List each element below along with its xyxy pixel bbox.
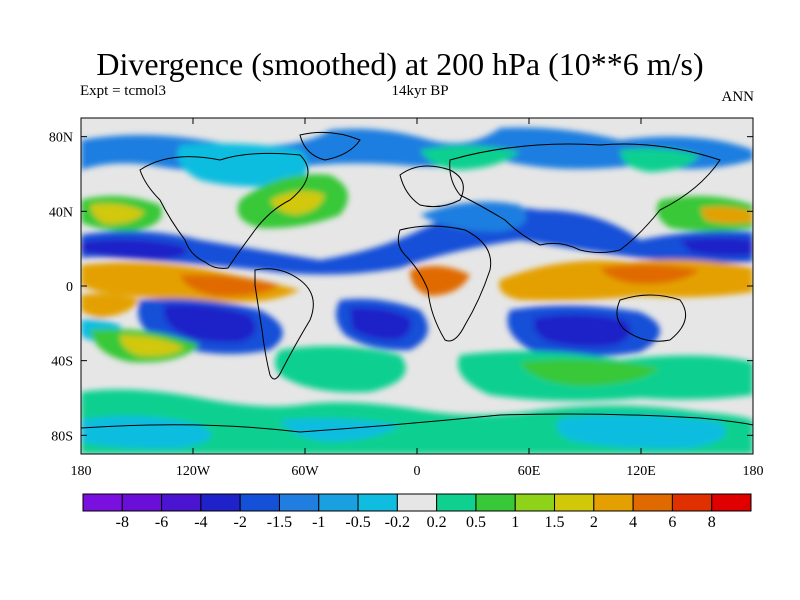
colorbar-swatch (357, 493, 398, 512)
colorbar-label: 4 (629, 514, 638, 531)
colorbar (82, 493, 752, 512)
lat-tick-label: 40S (51, 355, 73, 370)
colorbar-swatch (318, 493, 359, 512)
lon-tick-label: 180 (71, 464, 92, 479)
colorbar-swatch (436, 493, 477, 512)
colorbar-swatch (239, 493, 280, 512)
colorbar-swatch (593, 493, 634, 512)
colorbar-label: -0.2 (384, 514, 410, 531)
lat-tick-label: 40N (49, 205, 73, 220)
lon-tick-label: 60W (291, 464, 319, 479)
colorbar-swatch (554, 493, 595, 512)
colorbar-label: 0.2 (426, 514, 447, 531)
colorbar-label: -1.5 (266, 514, 293, 531)
colorbar-swatch (632, 493, 673, 512)
colorbar-swatch (278, 493, 320, 512)
colorbar-label: 1.5 (544, 514, 565, 531)
colorbar-label: 8 (707, 514, 716, 531)
lat-tick-label: 80N (49, 131, 73, 146)
colorbar-label: -2 (233, 514, 247, 531)
colorbar-label: 1 (511, 514, 520, 531)
colorbar-label: 0.5 (465, 514, 486, 531)
coastlines (81, 131, 753, 433)
colorbar-swatch (82, 493, 123, 512)
colorbar-label: -8 (115, 514, 129, 531)
lon-tick-label: 60E (518, 464, 541, 479)
colorbar-label: 2 (589, 514, 598, 531)
season-label: ANN (721, 89, 755, 105)
experiment-label: Expt = tcmol3 (80, 83, 166, 99)
colorbar-label: -6 (154, 514, 169, 531)
lon-tick-label: 120W (176, 464, 211, 479)
colorbar-label: -0.5 (345, 514, 371, 531)
colorbar-label: -1 (312, 514, 326, 531)
axis-ticks: 80N 40N 0 40S 80S 180 120W 60W 0 60E 120E 180 (49, 118, 764, 479)
lon-tick-label: 120E (626, 464, 656, 479)
colorbar-swatch (161, 493, 202, 512)
colorbar-swatch (396, 493, 438, 512)
period-label: 14kyr BP (391, 83, 449, 99)
lon-tick-label: 0 (414, 464, 421, 479)
colorbar-swatch (514, 493, 556, 512)
colorbar-label: -4 (194, 514, 208, 531)
lat-tick-label: 80S (51, 429, 73, 444)
colorbar-swatch (671, 493, 713, 512)
colorbar-label: 6 (668, 514, 677, 531)
colorbar-swatch (475, 493, 516, 512)
lat-tick-label: 0 (66, 280, 73, 295)
lon-tick-label: 180 (743, 464, 764, 479)
colorbar-swatch (200, 493, 241, 512)
divergence-field (81, 118, 753, 454)
map-title: Divergence (smoothed) at 200 hPa (10**6 … (96, 46, 704, 82)
colorbar-swatch (121, 493, 163, 512)
colorbar-swatch (711, 493, 752, 512)
contour-bands (81, 127, 753, 454)
